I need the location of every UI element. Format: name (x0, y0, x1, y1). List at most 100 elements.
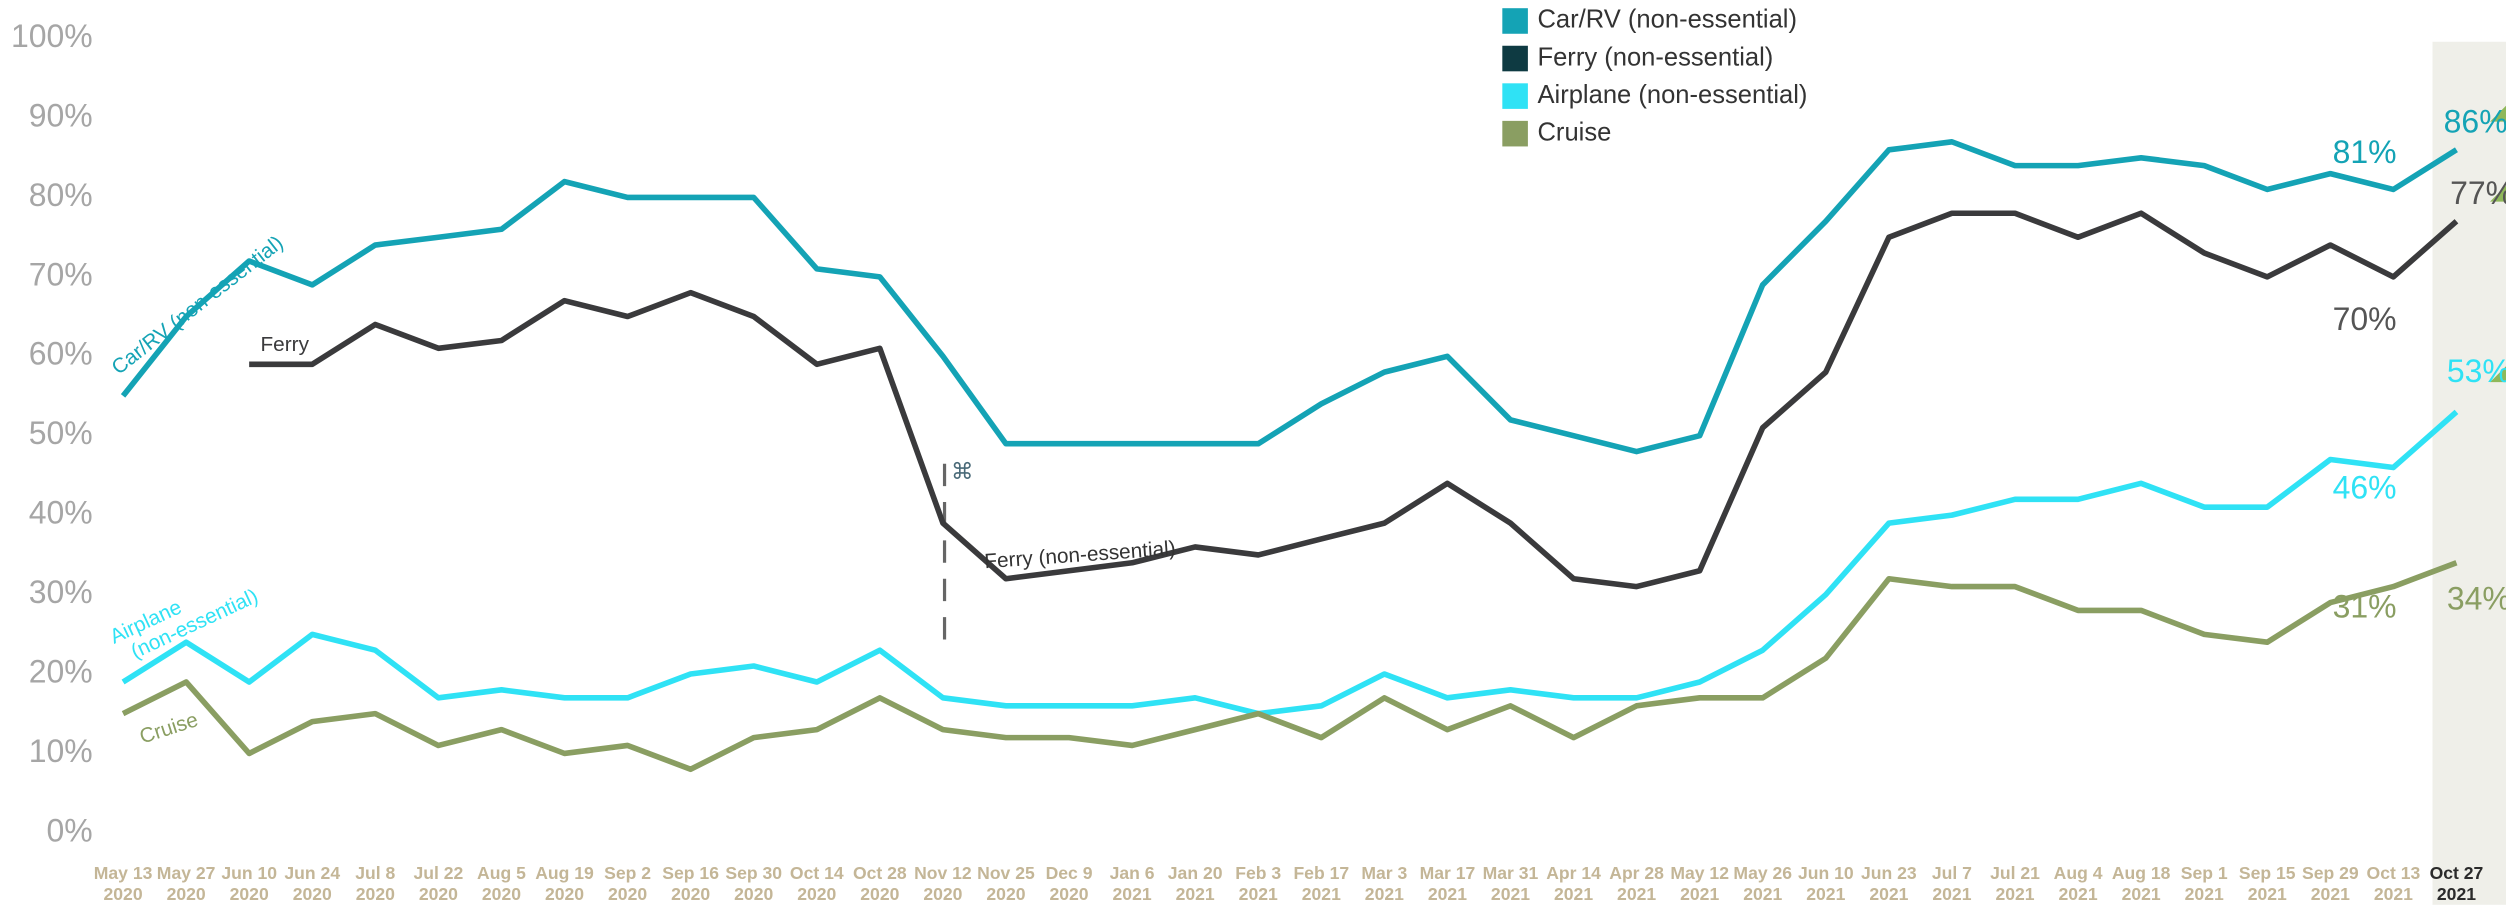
x-tick-label: Jun 10 (1798, 863, 1854, 883)
y-tick-label: 0% (47, 812, 93, 848)
x-tick-label: Oct 14 (790, 863, 844, 883)
y-tick-label: 40% (29, 495, 93, 531)
series-line (249, 210, 2459, 590)
value-label: 46% (2333, 469, 2397, 505)
value-label: 31% (2333, 588, 2397, 624)
legend-label: Airplane (non-essential) (1537, 81, 1807, 109)
x-tick-year: 2021 (1302, 884, 1341, 904)
x-tick-label: Jan 6 (1110, 863, 1155, 883)
x-tick-year: 2020 (482, 884, 521, 904)
x-tick-label: Mar 31 (1483, 863, 1539, 883)
x-tick-label: Nov 25 (977, 863, 1035, 883)
value-label: 86% (2444, 104, 2506, 140)
value-label: 81% (2333, 134, 2397, 170)
series-line (121, 560, 2458, 773)
x-tick-label: Jun 23 (1861, 863, 1917, 883)
x-tick-year: 2021 (1491, 884, 1530, 904)
series-line (120, 139, 2458, 455)
x-tick-year: 2021 (1239, 884, 1278, 904)
legend-swatch (1502, 83, 1528, 109)
x-tick-year: 2021 (2311, 884, 2350, 904)
x-tick-year: 2021 (2437, 884, 2476, 904)
inline-label: Ferry (261, 333, 310, 356)
value-label: 77% (2450, 175, 2506, 211)
x-tick-year: 2021 (2059, 884, 2098, 904)
x-tick-label: Nov 12 (914, 863, 972, 883)
x-tick-year: 2020 (293, 884, 332, 904)
y-tick-label: 50% (29, 415, 93, 451)
x-tick-year: 2020 (923, 884, 962, 904)
x-tick-label: Sep 15 (2239, 863, 2296, 883)
inline-label: Car/RV (non-essential) (107, 231, 287, 379)
x-tick-label: Sep 1 (2181, 863, 2228, 883)
x-tick-year: 2020 (671, 884, 710, 904)
x-tick-label: Aug 18 (2112, 863, 2171, 883)
x-tick-label: Sep 2 (604, 863, 651, 883)
x-tick-label: Jul 21 (1990, 863, 2040, 883)
legend-label: Cruise (1537, 118, 1611, 146)
x-tick-label: Dec 9 (1046, 863, 1093, 883)
x-tick-label: Jun 24 (284, 863, 340, 883)
x-tick-year: 2021 (1869, 884, 1908, 904)
legend-swatch (1502, 8, 1528, 34)
x-tick-year: 2021 (2248, 884, 2287, 904)
x-tick-year: 2021 (1806, 884, 1845, 904)
x-tick-label: Apr 14 (1546, 863, 1601, 883)
series-line (121, 409, 2459, 717)
x-tick-label: Jul 7 (1932, 863, 1972, 883)
legend-label: Car/RV (non-essential) (1537, 6, 1797, 34)
y-tick-label: 20% (29, 653, 93, 689)
x-tick-label: Mar 3 (1361, 863, 1407, 883)
value-label: 70% (2333, 301, 2397, 337)
inline-label: Airplane(non-essential) (107, 565, 262, 670)
y-tick-label: 70% (29, 256, 93, 292)
x-tick-year: 2020 (104, 884, 143, 904)
value-label: 53% (2447, 353, 2506, 389)
x-tick-label: Feb 17 (1293, 863, 1349, 883)
x-tick-year: 2020 (986, 884, 1025, 904)
x-tick-label: Mar 17 (1420, 863, 1476, 883)
x-tick-label: Jan 20 (1168, 863, 1223, 883)
x-tick-year: 2021 (1365, 884, 1404, 904)
x-tick-label: Oct 28 (853, 863, 907, 883)
x-tick-label: Apr 28 (1609, 863, 1664, 883)
x-tick-label: Sep 16 (662, 863, 719, 883)
x-tick-label: Jun 10 (221, 863, 277, 883)
x-tick-label: May 26 (1733, 863, 1792, 883)
x-tick-year: 2020 (860, 884, 899, 904)
x-tick-year: 2020 (545, 884, 584, 904)
x-tick-year: 2021 (1428, 884, 1467, 904)
x-tick-label: Oct 27 (2430, 863, 2484, 883)
highlight-column (2432, 41, 2506, 905)
legend-swatch (1502, 120, 1528, 147)
x-tick-label: Sep 30 (725, 863, 782, 883)
x-tick-year: 2021 (1995, 884, 2034, 904)
x-tick-label: Jul 22 (413, 863, 463, 883)
x-tick-year: 2020 (167, 884, 206, 904)
y-tick-label: 30% (29, 574, 93, 610)
x-tick-year: 2021 (1554, 884, 1593, 904)
legend-label: Ferry (non-essential) (1537, 43, 1773, 71)
x-tick-year: 2021 (1680, 884, 1719, 904)
x-tick-year: 2021 (1932, 884, 1971, 904)
y-tick-label: 60% (29, 336, 93, 372)
x-tick-label: May 12 (1670, 863, 1729, 883)
x-tick-year: 2020 (608, 884, 647, 904)
x-tick-year: 2020 (734, 884, 773, 904)
y-tick-label: 10% (29, 733, 93, 769)
x-tick-year: 2020 (356, 884, 395, 904)
x-tick-year: 2021 (2374, 884, 2413, 904)
x-tick-label: Feb 3 (1235, 863, 1281, 883)
x-tick-label: Aug 19 (535, 863, 594, 883)
x-tick-label: Aug 4 (2054, 863, 2103, 883)
inline-label: Cruise (137, 708, 201, 748)
x-tick-year: 2021 (2185, 884, 2224, 904)
x-tick-label: Aug 5 (477, 863, 526, 883)
x-tick-label: May 13 (94, 863, 153, 883)
x-tick-label: Sep 29 (2302, 863, 2359, 883)
y-tick-label: 80% (29, 177, 93, 213)
x-tick-year: 2020 (419, 884, 458, 904)
legend-swatch (1502, 45, 1528, 72)
annotation: ⌘ (951, 459, 973, 484)
